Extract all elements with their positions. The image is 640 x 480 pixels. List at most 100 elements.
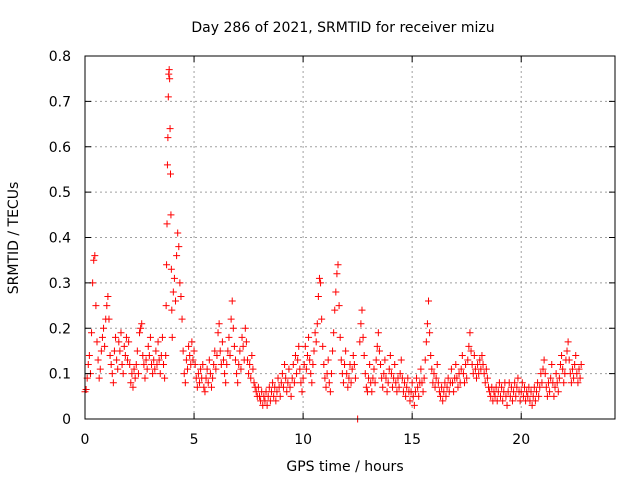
data-point [575,365,583,373]
data-point [420,374,428,382]
data-point [285,365,293,373]
data-point [483,374,491,382]
data-point [403,383,411,391]
data-point [372,356,380,364]
data-point [356,338,364,346]
data-point [96,365,104,373]
data-point [216,347,224,355]
data-point [162,302,170,310]
data-point [295,342,303,350]
data-point [146,333,154,341]
data-point [410,401,418,409]
data-point [125,338,133,346]
data-point [250,379,258,387]
data-point [117,329,125,337]
data-point [555,374,563,382]
data-point [413,374,421,382]
data-point [163,161,171,169]
data-point [124,356,132,364]
data-point [132,361,140,369]
data-point [173,252,181,260]
data-point [360,351,368,359]
data-point [397,356,405,364]
data-point [538,379,546,387]
data-point [289,361,297,369]
data-point [94,356,102,364]
data-point [196,379,204,387]
data-point [535,392,543,400]
data-point [134,370,142,378]
data-point [331,306,339,314]
data-point [287,392,295,400]
data-point [333,270,341,278]
data-point [386,351,394,359]
data-point [466,329,474,337]
data-point [186,351,194,359]
data-point [219,356,227,364]
data-point [406,397,414,405]
data-point [164,134,172,142]
data-point [324,356,332,364]
data-point [567,379,575,387]
data-point [205,356,213,364]
data-point [158,333,166,341]
data-point [119,370,127,378]
data-point [415,392,423,400]
data-point [163,220,171,228]
data-point [447,365,455,373]
data-point [306,356,314,364]
x-tick-label: 20 [512,432,530,448]
data-point [249,365,257,373]
data-point [395,383,403,391]
data-point [182,356,190,364]
data-point [226,351,234,359]
data-point [161,374,169,382]
data-point [311,329,319,337]
data-point [357,320,365,328]
data-point [167,211,175,219]
data-point [421,356,429,364]
data-point [166,125,174,133]
data-point [570,374,578,382]
data-point [383,388,391,396]
data-point [442,392,450,400]
x-tick-labels: 0 5 10 15 20 [81,432,531,448]
data-point [84,361,92,369]
data-point [314,292,322,300]
data-point [238,333,246,341]
data-point [518,379,526,387]
data-point [188,338,196,346]
data-point [228,297,236,305]
data-point [511,379,519,387]
data-point [100,324,108,332]
data-point [108,370,116,378]
data-point [214,329,222,337]
data-point [296,365,304,373]
data-point [85,351,93,359]
data-point [473,374,481,382]
data-point [465,342,473,350]
data-point [221,370,229,378]
data-point [235,361,243,369]
data-point [459,370,467,378]
data-point [540,356,548,364]
data-point [573,370,581,378]
data-point [464,356,472,364]
data-point [277,379,285,387]
data-point [377,361,385,369]
data-point [199,361,207,369]
data-point [233,370,241,378]
data-point [284,379,292,387]
data-point [574,379,582,387]
data-point [512,392,520,400]
data-point [225,333,233,341]
data-point [136,329,144,337]
data-point [350,361,358,369]
data-point [550,392,558,400]
data-point [302,365,310,373]
data-point [218,338,226,346]
data-point [170,274,178,282]
data-point [542,383,550,391]
data-point [434,379,442,387]
data-point [95,374,103,382]
